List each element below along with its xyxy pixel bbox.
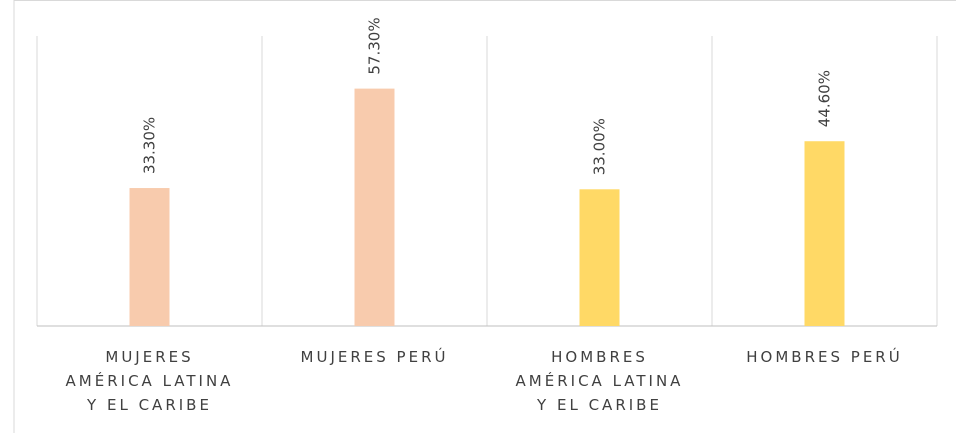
x-tick-label: HOMBRES PERÚ [746, 348, 903, 366]
bar [804, 141, 845, 326]
data-label: 44.60% [816, 70, 834, 127]
bar [354, 88, 395, 326]
data-label: 33.30% [141, 117, 159, 174]
x-tick-label: MUJERES PERÚ [300, 348, 449, 366]
bar [579, 189, 620, 326]
data-label: 33.00% [591, 118, 609, 175]
bar [129, 188, 170, 326]
data-label: 57.30% [366, 17, 384, 74]
x-tick-label: HOMBRES AMÉRICA LATINA Y EL CARIBE [515, 348, 684, 414]
x-tick-label: MUJERES AMÉRICA LATINA Y EL CARIBE [65, 348, 234, 414]
